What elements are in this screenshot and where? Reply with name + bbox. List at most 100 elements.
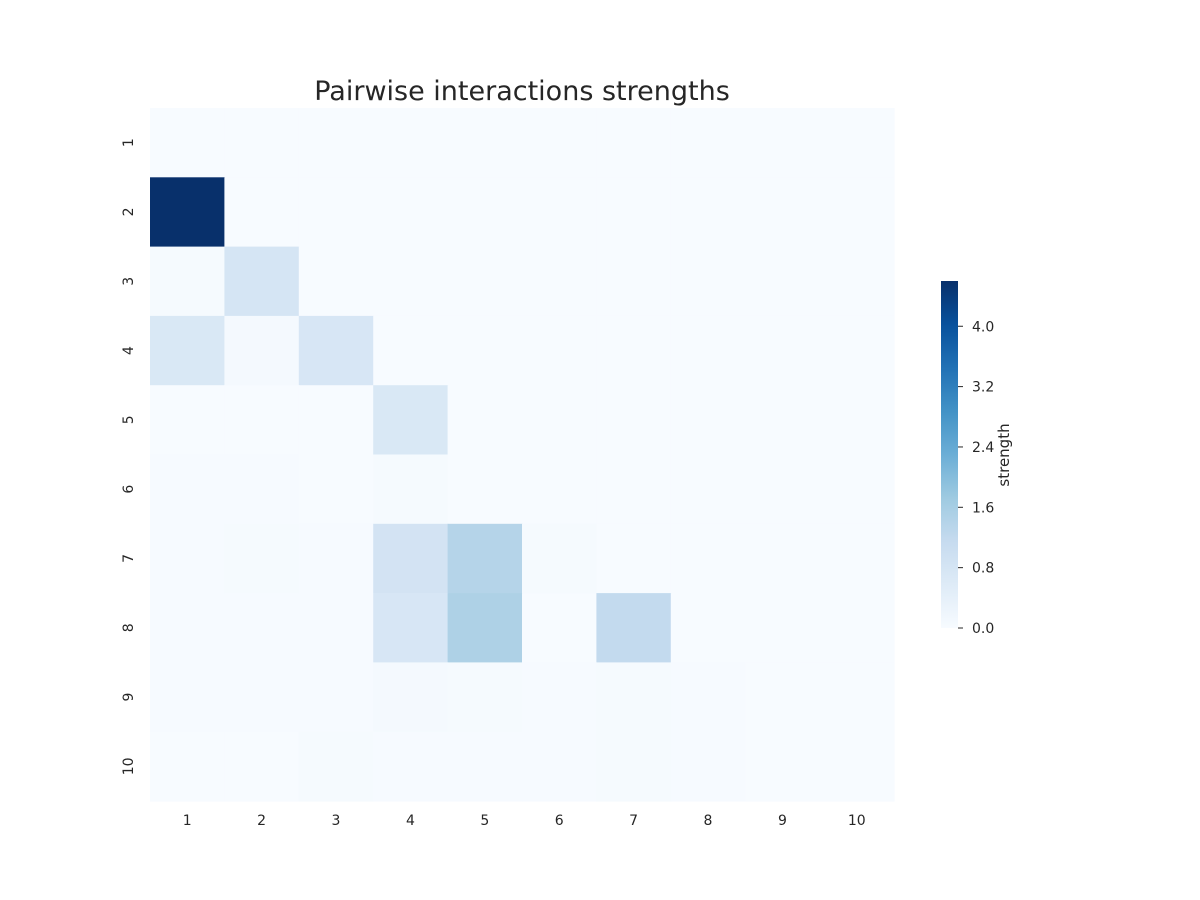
heatmap-cell-r9-c5 [447,662,523,733]
heatmap-cell-r6-c5 [447,454,523,525]
colorbar-ticks: 0.0 0.8 1.6 2.4 3.2 4.0 [958,319,994,637]
heatmap-cell-r2-c7 [596,177,672,248]
heatmap-cell-r4-c6 [522,315,597,386]
heatmap-cell-r6-c9 [745,454,821,525]
heatmap-cell-r4-c7 [596,315,672,386]
heatmap-cell-r6-c3 [298,454,374,525]
colorbar-tick-label: 4.0 [972,319,994,335]
heatmap-cell-r1-c1 [150,108,225,178]
x-tick-label: 1 [183,813,192,829]
heatmap-cell-r6-c4 [373,454,449,525]
heatmap-cell-r8-c6 [522,593,597,663]
heatmap-cell-r3-c9 [745,246,821,317]
heatmap-cell-r1-c4 [373,108,449,178]
heatmap-cell-r5-c7 [596,385,672,456]
heatmap-cell-r10-c9 [745,731,821,802]
x-axis-tick-labels: 1 2 3 4 5 6 7 8 9 10 [183,813,866,829]
heatmap-cell-r4-c3 [298,315,374,386]
heatmap-cell-r4-c4 [373,315,449,386]
heatmap-cell-r8-c1 [150,593,225,663]
heatmap-cell-r8-c8 [670,593,746,663]
heatmap-cell-r9-c6 [522,662,597,733]
heatmap-cell-r3-c1 [150,246,225,317]
heatmap-cell-r5-c1 [150,385,225,456]
x-tick-label: 6 [555,813,564,829]
x-tick-label: 3 [332,813,341,829]
heatmap-cell-r8-c4 [373,593,449,663]
heatmap-cell-r3-c2 [224,246,300,317]
y-tick-label: 8 [121,623,137,632]
heatmap-cell-r1-c8 [670,108,746,178]
heatmap-cell-r2-c5 [447,177,523,248]
heatmap-cell-r1-c9 [745,108,821,178]
heatmap-cell-r10-c4 [373,731,449,802]
heatmap-cell-r1-c6 [522,108,597,178]
y-axis-tick-labels: 1 2 3 4 5 6 7 8 9 10 [121,138,137,775]
heatmap-cell-r4-c5 [447,315,523,386]
heatmap-cell-r6-c10 [819,454,895,525]
colorbar-tick-label: 1.6 [972,500,994,516]
heatmap-cell-r4-c10 [819,315,895,386]
heatmap-cell-r10-c3 [298,731,374,802]
x-tick-label: 10 [848,813,866,829]
heatmap-cell-r6-c6 [522,454,597,525]
heatmap-cell-r2-c6 [522,177,597,248]
heatmap-cell-r5-c5 [447,385,523,456]
heatmap-cell-r7-c10 [819,523,895,594]
heatmap-cell-r7-c6 [522,523,597,594]
y-tick-label: 5 [121,415,137,424]
heatmap-cell-r7-c7 [596,523,672,594]
heatmap-cell-r1-c5 [447,108,523,178]
heatmap-cell-r5-c10 [819,385,895,456]
heatmap-cell-r1-c10 [819,108,895,178]
colorbar: 0.0 0.8 1.6 2.4 3.2 4.0 strength [941,281,1013,637]
heatmap-cell-r4-c2 [224,315,300,386]
y-tick-label: 2 [121,207,137,216]
heatmap-cell-r10-c6 [522,731,597,802]
heatmap-cell-r10-c8 [670,731,746,802]
heatmap-cell-r2-c8 [670,177,746,248]
heatmap-cell-r7-c9 [745,523,821,594]
heatmap-cell-r5-c6 [522,385,597,456]
heatmap-cell-r5-c3 [298,385,374,456]
heatmap-cell-r1-c7 [596,108,672,178]
heatmap-cell-r3-c5 [447,246,523,317]
heatmap-cell-r7-c4 [373,523,449,594]
heatmap-cell-r5-c4 [373,385,449,456]
heatmap-cell-r5-c8 [670,385,746,456]
heatmap-cell-r7-c2 [224,523,300,594]
heatmap-cell-r9-c3 [298,662,374,733]
heatmap-cell-r8-c7 [596,593,672,663]
heatmap-cell-r8-c2 [224,593,300,663]
x-tick-label: 7 [629,813,638,829]
heatmap-cell-r4-c9 [745,315,821,386]
heatmap-cell-r4-c1 [150,315,225,386]
heatmap-cell-r1-c2 [224,108,300,178]
colorbar-tick-label: 2.4 [972,440,994,456]
heatmap-cell-r2-c2 [224,177,300,248]
heatmap-cell-r2-c9 [745,177,821,248]
heatmap-cell-r2-c10 [819,177,895,248]
heatmap-cell-r3-c4 [373,246,449,317]
heatmap-cell-r3-c8 [670,246,746,317]
heatmap-cell-r8-c9 [745,593,821,663]
colorbar-tick-label: 0.8 [972,561,994,577]
heatmap-cell-r3-c3 [298,246,374,317]
x-tick-label: 2 [257,813,266,829]
y-tick-label: 4 [121,346,137,355]
heatmap-cells [150,108,895,802]
heatmap-cell-r8-c5 [447,593,523,663]
heatmap-cell-r6-c7 [596,454,672,525]
x-tick-label: 5 [480,813,489,829]
heatmap-cell-r9-c9 [745,662,821,733]
colorbar-gradient [941,281,958,628]
colorbar-tick-label: 0.0 [972,621,994,637]
heatmap-cell-r6-c1 [150,454,225,525]
heatmap-cell-r7-c3 [298,523,374,594]
x-tick-label: 8 [704,813,713,829]
heatmap-cell-r3-c10 [819,246,895,317]
x-tick-label: 9 [778,813,787,829]
heatmap-cell-r5-c9 [745,385,821,456]
heatmap-cell-r7-c8 [670,523,746,594]
